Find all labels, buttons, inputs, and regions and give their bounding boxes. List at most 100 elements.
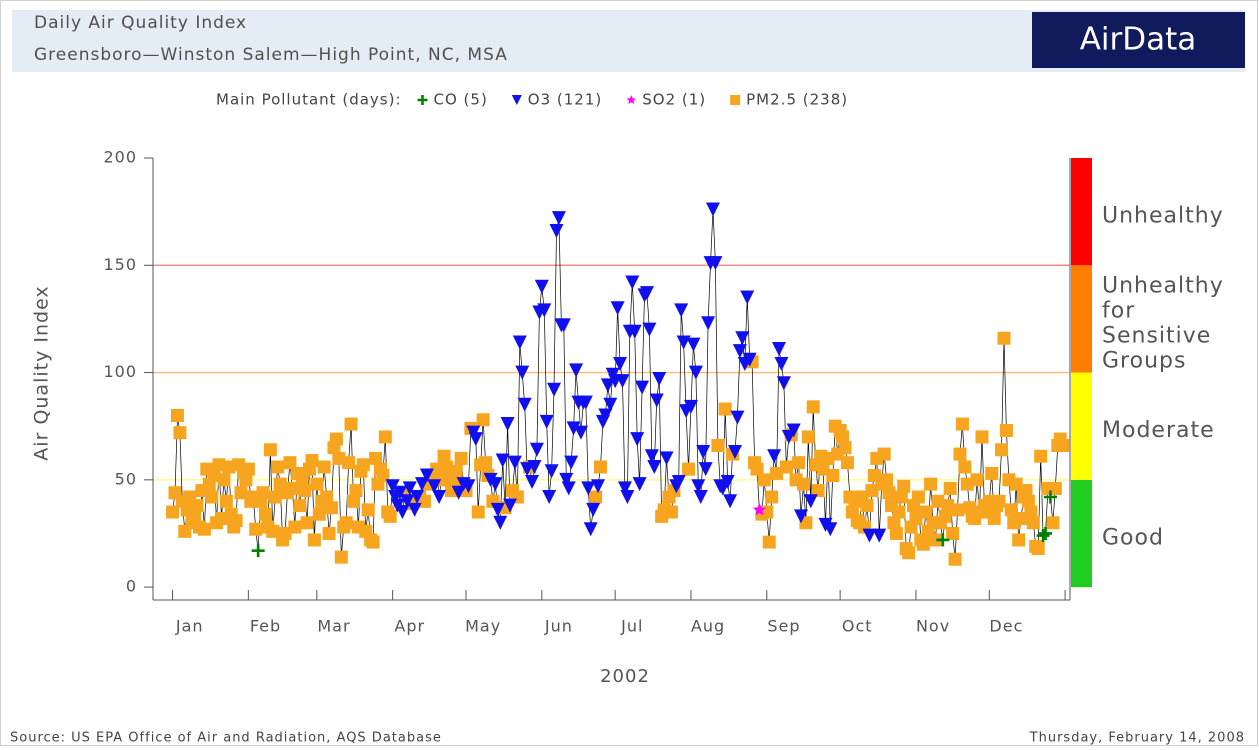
- marker-square: [383, 509, 397, 523]
- marker-square: [865, 484, 879, 498]
- title: Daily Air Quality Index: [34, 13, 247, 33]
- marker-square: [951, 503, 965, 517]
- marker-square: [811, 484, 825, 498]
- marker-triangle: [727, 444, 742, 459]
- y-tick-label: 150: [103, 255, 137, 274]
- marker-square: [948, 552, 962, 566]
- marker-triangle: [617, 481, 632, 496]
- x-tick-label: Jun: [544, 617, 573, 636]
- marker-triangle: [561, 481, 576, 496]
- marker-square: [234, 486, 248, 500]
- marker-square: [1026, 516, 1040, 530]
- marker-triangle: [432, 490, 447, 505]
- marker-square: [995, 443, 1009, 457]
- marker-triangle: [740, 290, 755, 305]
- marker-square: [916, 537, 930, 551]
- marker-square: [953, 447, 967, 461]
- marker-triangle: [512, 335, 527, 350]
- marker-triangle: [539, 414, 554, 429]
- marker-triangle: [630, 432, 645, 447]
- marker-square: [806, 400, 820, 414]
- marker-square: [173, 426, 187, 440]
- marker-triangle: [693, 490, 708, 505]
- marker-square: [894, 490, 908, 504]
- marker-triangle: [642, 322, 657, 337]
- marker-triangle: [671, 474, 686, 489]
- marker-square: [987, 511, 1001, 525]
- marker-square: [816, 462, 830, 476]
- marker-square: [1048, 481, 1062, 495]
- marker-triangle: [652, 372, 667, 386]
- marker-square: [300, 516, 314, 530]
- legend-marker: [730, 95, 741, 105]
- marker-square: [1046, 516, 1060, 530]
- footer-date: Thursday, February 14, 2008: [1029, 731, 1245, 746]
- marker-triangle: [537, 303, 552, 318]
- marker-triangle: [419, 468, 434, 483]
- marker-triangle: [559, 472, 574, 487]
- marker-square: [207, 469, 221, 483]
- marker-triangle: [730, 410, 745, 425]
- band-label: Unhealthy: [1102, 273, 1224, 298]
- marker-square: [919, 505, 933, 519]
- marker-square: [263, 443, 277, 457]
- marker-square: [1031, 542, 1045, 556]
- marker-triangle: [683, 399, 698, 414]
- x-tick-label: Nov: [916, 617, 950, 636]
- marker-square: [836, 430, 850, 444]
- marker-square: [356, 458, 370, 472]
- marker-square: [212, 458, 226, 472]
- marker-triangle: [598, 408, 613, 423]
- marker-square: [222, 460, 236, 474]
- marker-triangle: [708, 256, 723, 271]
- marker-triangle: [581, 481, 596, 496]
- marker-square: [317, 460, 331, 474]
- marker-triangle: [701, 316, 716, 331]
- marker-triangle: [610, 301, 625, 316]
- marker-triangle: [659, 451, 674, 466]
- marker-triangle: [872, 528, 887, 543]
- marker-square: [229, 514, 243, 528]
- marker-square: [437, 449, 451, 463]
- marker-triangle: [551, 211, 566, 226]
- marker-plus: [1039, 526, 1053, 540]
- marker-square: [860, 499, 874, 513]
- marker-triangle: [862, 528, 877, 543]
- marker-square: [931, 494, 945, 508]
- marker-triangle: [786, 423, 801, 438]
- marker-triangle: [507, 455, 522, 470]
- marker-triangle: [410, 490, 425, 505]
- band-label: for: [1102, 298, 1135, 323]
- marker-square: [1014, 511, 1028, 525]
- marker-triangle: [569, 363, 584, 378]
- band-label: Moderate: [1102, 418, 1215, 443]
- marker-triangle: [547, 382, 562, 397]
- marker-square: [293, 499, 307, 513]
- marker-square: [887, 516, 901, 530]
- marker-triangle: [774, 356, 789, 371]
- marker-triangle: [620, 490, 635, 505]
- marker-square: [682, 462, 696, 476]
- marker-square: [361, 503, 375, 517]
- marker-square: [779, 460, 793, 474]
- x-tick-label: Jul: [620, 617, 643, 636]
- marker-square: [369, 451, 383, 465]
- marker-square: [889, 526, 903, 540]
- marker-triangle: [686, 337, 701, 352]
- subtitle: Greensboro—Winston Salem—High Point, NC,…: [34, 45, 508, 65]
- footer-source: Source: US EPA Office of Air and Radiati…: [10, 731, 442, 746]
- marker-triangle: [468, 432, 483, 447]
- marker-triangle: [823, 522, 838, 537]
- marker-square: [344, 417, 358, 431]
- marker-square: [417, 494, 431, 508]
- x-tick-label: Sep: [767, 617, 800, 636]
- marker-plus: [1036, 529, 1050, 543]
- marker-triangle: [488, 477, 503, 492]
- marker-triangle: [500, 417, 515, 432]
- marker-square: [283, 456, 297, 470]
- marker-square: [347, 494, 361, 508]
- legend-label: CO (5): [434, 91, 488, 109]
- marker-triangle: [635, 380, 650, 395]
- marker-triangle: [544, 464, 559, 479]
